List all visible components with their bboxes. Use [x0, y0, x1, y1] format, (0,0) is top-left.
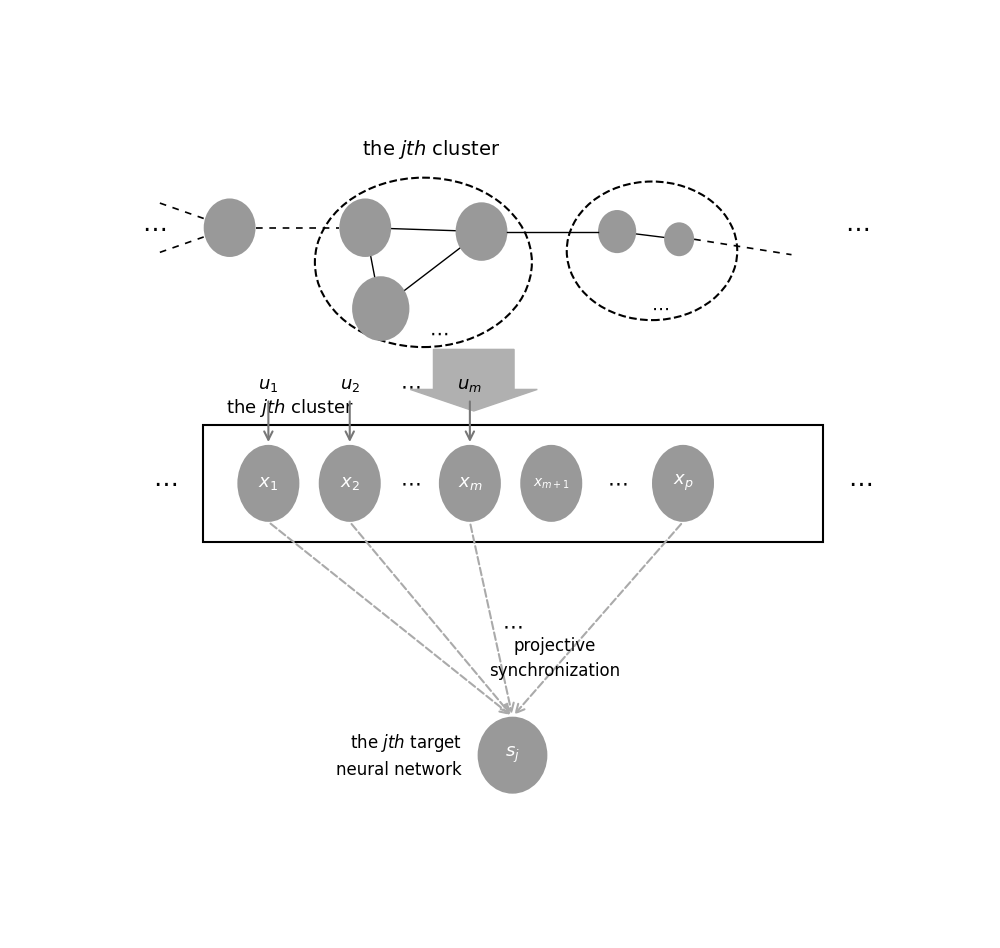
Text: $u_1$: $u_1$ — [258, 375, 279, 393]
Polygon shape — [410, 350, 537, 411]
Ellipse shape — [237, 445, 299, 521]
Text: $\cdots$: $\cdots$ — [502, 616, 523, 636]
Ellipse shape — [478, 717, 547, 793]
Text: the $jth$ cluster: the $jth$ cluster — [226, 396, 353, 419]
Text: the $jth$ cluster: the $jth$ cluster — [362, 137, 500, 161]
Text: $\cdots$: $\cdots$ — [607, 473, 627, 493]
Ellipse shape — [319, 445, 381, 521]
Text: $\cdots$: $\cdots$ — [142, 216, 166, 240]
Text: $\cdots$: $\cdots$ — [845, 216, 869, 240]
Ellipse shape — [652, 445, 714, 521]
Ellipse shape — [456, 202, 507, 261]
Ellipse shape — [352, 276, 409, 341]
Text: $\cdots$: $\cdots$ — [651, 300, 669, 318]
Text: projective
synchronization: projective synchronization — [490, 637, 621, 681]
Text: $x_p$: $x_p$ — [673, 473, 693, 494]
Ellipse shape — [520, 445, 582, 521]
Text: $\cdots$: $\cdots$ — [400, 473, 420, 493]
Text: $\cdots$: $\cdots$ — [429, 323, 448, 343]
Text: $s_j$: $s_j$ — [505, 745, 520, 765]
Ellipse shape — [204, 198, 256, 257]
Text: $\cdots$: $\cdots$ — [848, 471, 872, 496]
Text: $x_2$: $x_2$ — [340, 474, 360, 492]
Text: $\cdots$: $\cdots$ — [400, 376, 420, 396]
Text: the $jth$ target
neural network: the $jth$ target neural network — [336, 732, 462, 778]
Ellipse shape — [664, 223, 694, 256]
Bar — [202, 425, 822, 542]
Text: $x_m$: $x_m$ — [458, 474, 482, 492]
Ellipse shape — [598, 210, 636, 253]
Text: $x_{m+1}$: $x_{m+1}$ — [533, 476, 570, 490]
Text: $u_2$: $u_2$ — [340, 375, 360, 393]
Ellipse shape — [439, 445, 501, 521]
Text: $x_1$: $x_1$ — [258, 474, 278, 492]
Text: $\cdots$: $\cdots$ — [153, 471, 177, 496]
Text: $u_m$: $u_m$ — [457, 375, 482, 393]
Ellipse shape — [339, 198, 391, 257]
